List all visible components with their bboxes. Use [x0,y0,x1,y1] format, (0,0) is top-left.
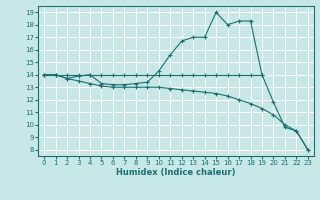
X-axis label: Humidex (Indice chaleur): Humidex (Indice chaleur) [116,168,236,177]
